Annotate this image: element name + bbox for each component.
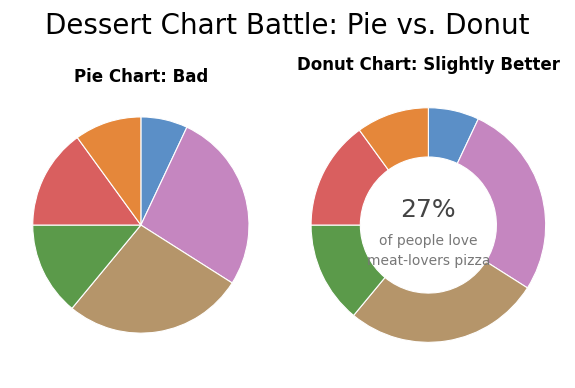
Wedge shape (77, 117, 141, 225)
Wedge shape (141, 117, 187, 225)
Text: Dessert Chart Battle: Pie vs. Donut: Dessert Chart Battle: Pie vs. Donut (45, 12, 530, 40)
Text: of people love
meat-lovers pizza: of people love meat-lovers pizza (367, 234, 490, 268)
Title: Pie Chart: Bad: Pie Chart: Bad (74, 68, 208, 86)
Wedge shape (311, 225, 385, 315)
Wedge shape (72, 225, 232, 333)
Wedge shape (428, 108, 478, 163)
Wedge shape (354, 262, 527, 342)
Wedge shape (359, 108, 428, 170)
Title: Donut Chart: Slightly Better: Donut Chart: Slightly Better (297, 56, 560, 74)
Wedge shape (33, 225, 141, 308)
Text: 27%: 27% (401, 198, 456, 222)
Wedge shape (33, 138, 141, 225)
Wedge shape (141, 127, 249, 283)
Wedge shape (457, 119, 546, 288)
Wedge shape (311, 130, 388, 225)
